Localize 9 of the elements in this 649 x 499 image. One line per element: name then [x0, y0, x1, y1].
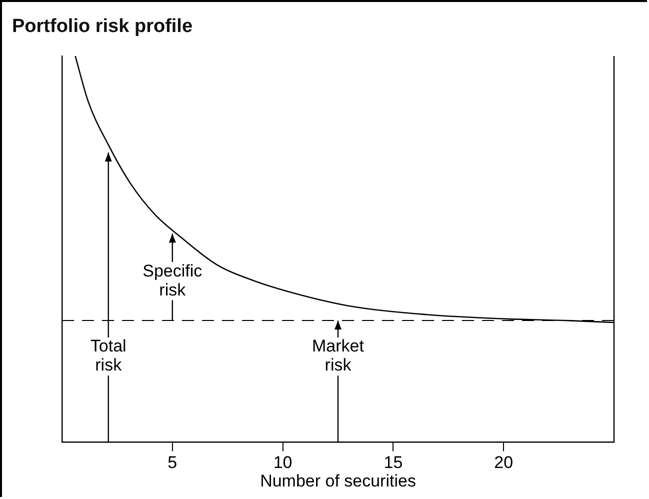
x-tick-label: 5 — [168, 453, 178, 472]
annotation: Market risk — [312, 336, 364, 375]
x-axis-title: Number of securities — [260, 471, 416, 490]
annotation: Specific risk — [142, 261, 203, 300]
x-tick-label: 20 — [494, 453, 514, 472]
chart-title: Portfolio risk profile — [12, 16, 193, 38]
x-tick-label: 10 — [273, 453, 292, 472]
x-tick-label: 15 — [384, 453, 403, 472]
annotation: Total risk — [90, 336, 126, 375]
